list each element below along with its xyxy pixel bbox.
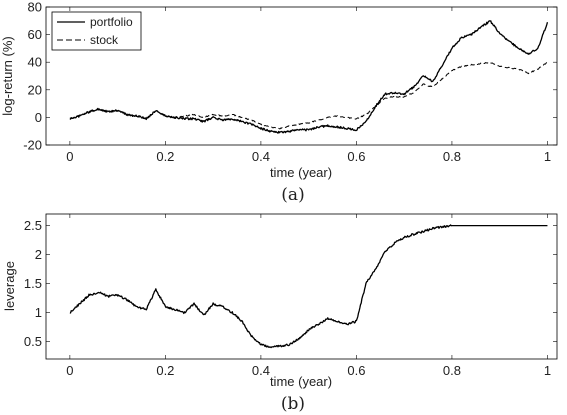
panel-a-y-tick-label: 40 xyxy=(28,55,42,70)
panel-a-series xyxy=(69,20,549,134)
panel-a-series-stock-line xyxy=(69,61,548,130)
panel-a-chart: 0 0.2 0.4 0.6 0.8 1 -20 0 20 40 60 80 portfolio st… xyxy=(0,0,558,205)
panel-a-y-tick-label: 20 xyxy=(28,82,42,97)
panel-a-y-ticks: -20 0 20 40 60 80 xyxy=(23,0,557,153)
panel-b-x-tick-label: 0.8 xyxy=(443,363,461,378)
panel-a-x-tick-label: 1 xyxy=(544,149,551,164)
panel-b-y-axis-label: leverage xyxy=(2,261,17,311)
panel-a-x-axis-label: time (year) xyxy=(270,165,332,180)
panel-b-x-tick-label: 0.2 xyxy=(156,363,174,378)
panel-a-x-tick-label: 0.2 xyxy=(156,149,174,164)
panel-b-y-ticks: 0.5 1 1.5 2 2.5 xyxy=(24,218,557,349)
panel-b-y-tick-label: 2.5 xyxy=(24,218,42,233)
panel-b-x-axis-label: time (year) xyxy=(270,374,332,389)
panel-a-x-tick-label: 0.6 xyxy=(347,149,365,164)
legend: portfolio stock xyxy=(51,11,142,51)
panel-a-x-tick-label: 0 xyxy=(66,149,73,164)
panel-a-y-tick-label: 0 xyxy=(35,110,42,125)
legend-box xyxy=(51,11,142,51)
panel-b-y-tick-label: 0.5 xyxy=(24,334,42,349)
panel-a-y-tick-label: 80 xyxy=(28,0,42,15)
panel-b-y-tick-label: 2 xyxy=(35,247,42,262)
panel-a-y-tick-label: 60 xyxy=(28,27,42,42)
panel-b-series-leverage-line xyxy=(69,224,548,349)
panel-a-series-portfolio-line xyxy=(69,20,549,134)
panel-b-series xyxy=(69,224,548,349)
legend-portfolio-label: portfolio xyxy=(90,15,133,29)
panel-b-x-tick-label: 0.4 xyxy=(252,363,270,378)
panel-a-x-tick-label: 0.8 xyxy=(443,149,461,164)
panel-b-caption: (b) xyxy=(281,394,305,414)
panel-b-x-tick-label: 0.6 xyxy=(347,363,365,378)
panel-b-chart: 0 0.2 0.4 0.6 0.8 1 0.5 1 1.5 2 2.5 time (year) l… xyxy=(2,213,558,414)
panel-b-x-tick-label: 0 xyxy=(66,363,73,378)
panel-a-x-ticks: 0 0.2 0.4 0.6 0.8 1 xyxy=(66,7,551,164)
panel-a-y-axis-label: log-return (%) xyxy=(0,36,15,115)
panel-b-y-tick-label: 1 xyxy=(35,305,42,320)
panel-a-axes-box xyxy=(45,6,558,146)
panel-b-axes-box xyxy=(45,213,558,360)
panel-a-x-tick-label: 0.4 xyxy=(252,149,270,164)
panel-a-y-tick-label: -20 xyxy=(23,138,42,153)
panel-b-x-ticks: 0 0.2 0.4 0.6 0.8 1 xyxy=(66,214,551,378)
legend-stock-label: stock xyxy=(90,33,119,47)
panel-b-y-tick-label: 1.5 xyxy=(24,276,42,291)
panel-a-caption: (a) xyxy=(281,185,304,205)
panel-b-x-tick-label: 1 xyxy=(544,363,551,378)
